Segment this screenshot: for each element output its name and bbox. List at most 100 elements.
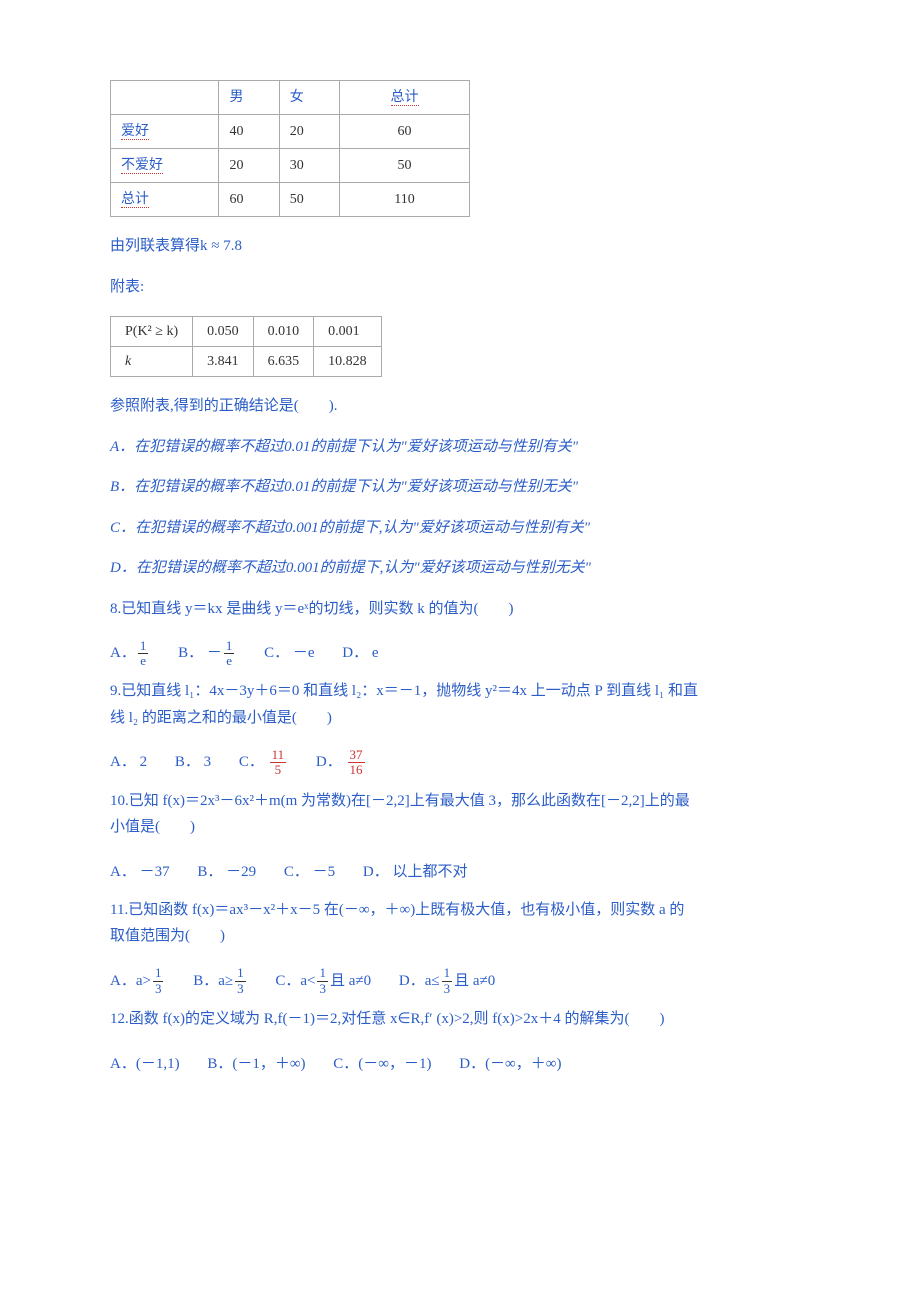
contingency-table: 男 女 总计 爱好 40 20 60 不爱好 20 30 50 总计 60 50… xyxy=(110,80,470,217)
reference-table: P(K² ≥ k) 0.050 0.010 0.001 k 3.841 6.63… xyxy=(110,316,382,377)
frac-num: 1 xyxy=(153,966,164,981)
q11-stem2: 取值范围为( ) xyxy=(110,925,810,948)
q11-opt-c: C．a<13且 a≠0 xyxy=(275,966,371,996)
t1-h2: 女 xyxy=(279,81,339,115)
fraction: 1e xyxy=(224,639,235,669)
t1-r1c2: 30 xyxy=(279,149,339,183)
q8-options: A．1e B． －1e C． －e D． e xyxy=(110,638,810,668)
fraction: 3716 xyxy=(348,748,365,778)
t2-r0c1: 0.050 xyxy=(193,317,254,347)
q8-opt-a: A．1e xyxy=(110,638,150,668)
t2-r1c2: 6.635 xyxy=(253,347,314,377)
q7-opt-b: B．在犯错误的概率不超过0.01的前提下认为"爱好该项运动与性别无关" xyxy=(110,476,810,499)
frac-num: 1 xyxy=(317,966,328,981)
q10-stem1: 10.已知 f(x)＝2x³－6x²＋m(m 为常数)在[－2,2]上有最大值 … xyxy=(110,790,810,813)
q12-opt-c: C．(－∞，－1) xyxy=(333,1049,431,1079)
t1-r0c1: 40 xyxy=(219,115,279,149)
q10-opt-a: A． －37 xyxy=(110,857,170,887)
t1-h0 xyxy=(111,81,219,115)
k-line: 由列联表算得k ≈ 7.8 xyxy=(110,235,810,258)
q11-a-label: A．a> xyxy=(110,973,151,989)
t1-r1c1: 20 xyxy=(219,149,279,183)
frac-den: 16 xyxy=(348,763,365,777)
q9-c-label: C． xyxy=(239,754,264,770)
q9-stem1: 9.已知直线 l₁：4x－3y＋6＝0 和直线 l₂：x＝－1，抛物线 y²＝4… xyxy=(110,680,810,703)
t2-r1c3: 10.828 xyxy=(314,347,382,377)
q12-stem: 12.函数 f(x)的定义域为 R,f(－1)＝2,对任意 x∈R,f′ (x)… xyxy=(110,1008,810,1031)
q9-opt-b: B． 3 xyxy=(175,747,211,777)
frac-num: 37 xyxy=(348,748,365,763)
q11-stem1: 11.已知函数 f(x)＝ax³－x²＋x－5 在(－∞，＋∞)上既有极大值，也… xyxy=(110,899,810,922)
q8-opt-c: C． －e xyxy=(264,638,314,668)
frac-den: e xyxy=(224,654,235,668)
q9-d-label: D． xyxy=(316,754,342,770)
t2-r0c3: 0.001 xyxy=(314,317,382,347)
t1-r0c0: 爱好 xyxy=(111,115,219,149)
q10-stem2: 小值是( ) xyxy=(110,816,810,839)
frac-num: 1 xyxy=(442,966,453,981)
q9-opt-c: C． 115 xyxy=(239,747,288,777)
t2-r0c0: P(K² ≥ k) xyxy=(111,317,193,347)
q11-options: A．a>13 B．a≥13 C．a<13且 a≠0 D．a≤13且 a≠0 xyxy=(110,966,810,996)
q10-opt-d: D． 以上都不对 xyxy=(363,857,468,887)
q11-d-label: D．a≤ xyxy=(399,973,440,989)
q10-opt-c: C． －5 xyxy=(284,857,335,887)
t1-r2c0-text: 总计 xyxy=(121,192,149,208)
t1-r2c1: 60 xyxy=(219,183,279,217)
t1-r2c3: 110 xyxy=(340,183,470,217)
q12-opt-a: A．(－1,1) xyxy=(110,1049,180,1079)
q9-opt-d: D． 3716 xyxy=(316,747,367,777)
q11-c-label: C．a< xyxy=(275,973,315,989)
fubiao-label: 附表: xyxy=(110,276,810,299)
q8-a-label: A． xyxy=(110,645,136,661)
frac-den: 3 xyxy=(235,982,246,996)
q11-opt-b: B．a≥13 xyxy=(193,966,247,996)
q8-opt-b: B． －1e xyxy=(178,638,236,668)
q11-c-tail: 且 a≠0 xyxy=(330,973,371,989)
frac-den: 3 xyxy=(317,982,328,996)
frac-den: 5 xyxy=(270,763,287,777)
q12-opt-d: D．(－∞，＋∞) xyxy=(459,1049,561,1079)
frac-num: 1 xyxy=(138,639,149,654)
q8-opt-d: D． e xyxy=(342,638,378,668)
q10-opt-b: B． －29 xyxy=(197,857,256,887)
t1-r0c3: 60 xyxy=(340,115,470,149)
t2-r1c1: 3.841 xyxy=(193,347,254,377)
t1-h3: 总计 xyxy=(340,81,470,115)
t1-h3-text: 总计 xyxy=(391,90,419,106)
q11-d-tail: 且 a≠0 xyxy=(454,973,495,989)
q11-b-label: B．a≥ xyxy=(193,973,233,989)
q12-opt-b: B．(－1，＋∞) xyxy=(207,1049,305,1079)
frac-num: 11 xyxy=(270,748,287,763)
frac-den: 3 xyxy=(153,982,164,996)
q9-options: A． 2 B． 3 C． 115 D． 3716 xyxy=(110,747,810,777)
t1-r1c0-text: 不爱好 xyxy=(121,158,163,174)
q7-opt-d: D．在犯错误的概率不超过0.001的前提下,认为"爱好该项运动与性别无关" xyxy=(110,557,810,580)
frac-num: 1 xyxy=(235,966,246,981)
t1-h1: 男 xyxy=(219,81,279,115)
t2-r1c0: k xyxy=(111,347,193,377)
canzhao-stem: 参照附表,得到的正确结论是( ). xyxy=(110,395,810,418)
q7-opt-a: A．在犯错误的概率不超过0.01的前提下认为"爱好该项运动与性别有关" xyxy=(110,436,810,459)
t1-r1c0: 不爱好 xyxy=(111,149,219,183)
q11-opt-a: A．a>13 xyxy=(110,966,165,996)
fraction: 13 xyxy=(317,966,328,996)
t1-r2c2: 50 xyxy=(279,183,339,217)
q8-stem: 8.已知直线 y＝kx 是曲线 y＝eˣ的切线，则实数 k 的值为( ) xyxy=(110,598,810,621)
q10-options: A． －37 B． －29 C． －5 D． 以上都不对 xyxy=(110,857,810,887)
t1-r1c3: 50 xyxy=(340,149,470,183)
fraction: 13 xyxy=(153,966,164,996)
q9-stem2: 线 l₂ 的距离之和的最小值是( ) xyxy=(110,707,810,730)
q9-opt-a: A． 2 xyxy=(110,747,147,777)
t1-r0c0-text: 爱好 xyxy=(121,124,149,140)
q12-options: A．(－1,1) B．(－1，＋∞) C．(－∞，－1) D．(－∞，＋∞) xyxy=(110,1049,810,1079)
q11-opt-d: D．a≤13且 a≠0 xyxy=(399,966,495,996)
t1-r2c0: 总计 xyxy=(111,183,219,217)
fraction: 13 xyxy=(235,966,246,996)
t2-r0c2: 0.010 xyxy=(253,317,314,347)
t1-r0c2: 20 xyxy=(279,115,339,149)
fraction: 115 xyxy=(270,748,287,778)
frac-num: 1 xyxy=(224,639,235,654)
fraction: 13 xyxy=(442,966,453,996)
q7-opt-c: C．在犯错误的概率不超过0.001的前提下,认为"爱好该项运动与性别有关" xyxy=(110,517,810,540)
